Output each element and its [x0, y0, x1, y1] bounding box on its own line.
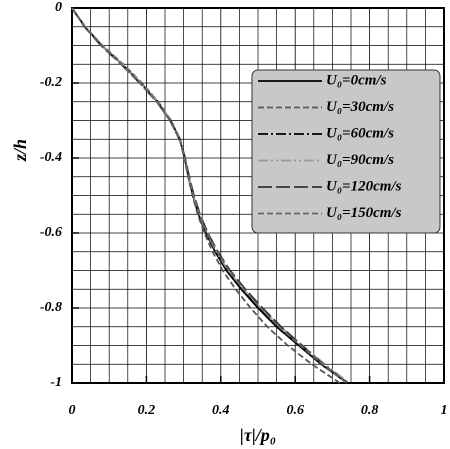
legend-label: U₀=60cm/s — [326, 125, 394, 141]
x-tick-label: 0.4 — [212, 403, 230, 418]
y-tick-label: -0.2 — [40, 75, 62, 90]
series-line — [71, 7, 341, 384]
x-tick-label: 1 — [441, 403, 448, 418]
y-tick-label: -0.6 — [40, 225, 62, 240]
y-tick-label: -0.8 — [40, 300, 62, 315]
y-tick-label: 0 — [55, 0, 62, 15]
legend-label: U₀=150cm/s — [326, 205, 402, 221]
plot-frame — [71, 7, 445, 384]
legend-label: U₀=0cm/s — [326, 72, 387, 88]
x-tick-label: 0.2 — [138, 403, 156, 418]
y-tick-label: -0.4 — [40, 150, 62, 165]
x-tick-label: 0 — [69, 403, 76, 418]
legend-label: U₀=120cm/s — [326, 178, 402, 194]
y-tick-label: -1 — [50, 375, 62, 390]
legend-box — [251, 69, 441, 234]
y-axis-label: z/h — [10, 139, 30, 162]
legend-label: U₀=90cm/s — [326, 152, 394, 168]
x-tick-label: 0.6 — [286, 403, 304, 418]
series-line — [71, 7, 348, 384]
legend-label: U₀=30cm/s — [326, 99, 394, 115]
x-axis-label: |τ|/p₀ — [240, 425, 276, 445]
x-tick-label: 0.8 — [361, 403, 379, 418]
series-line — [71, 7, 349, 384]
